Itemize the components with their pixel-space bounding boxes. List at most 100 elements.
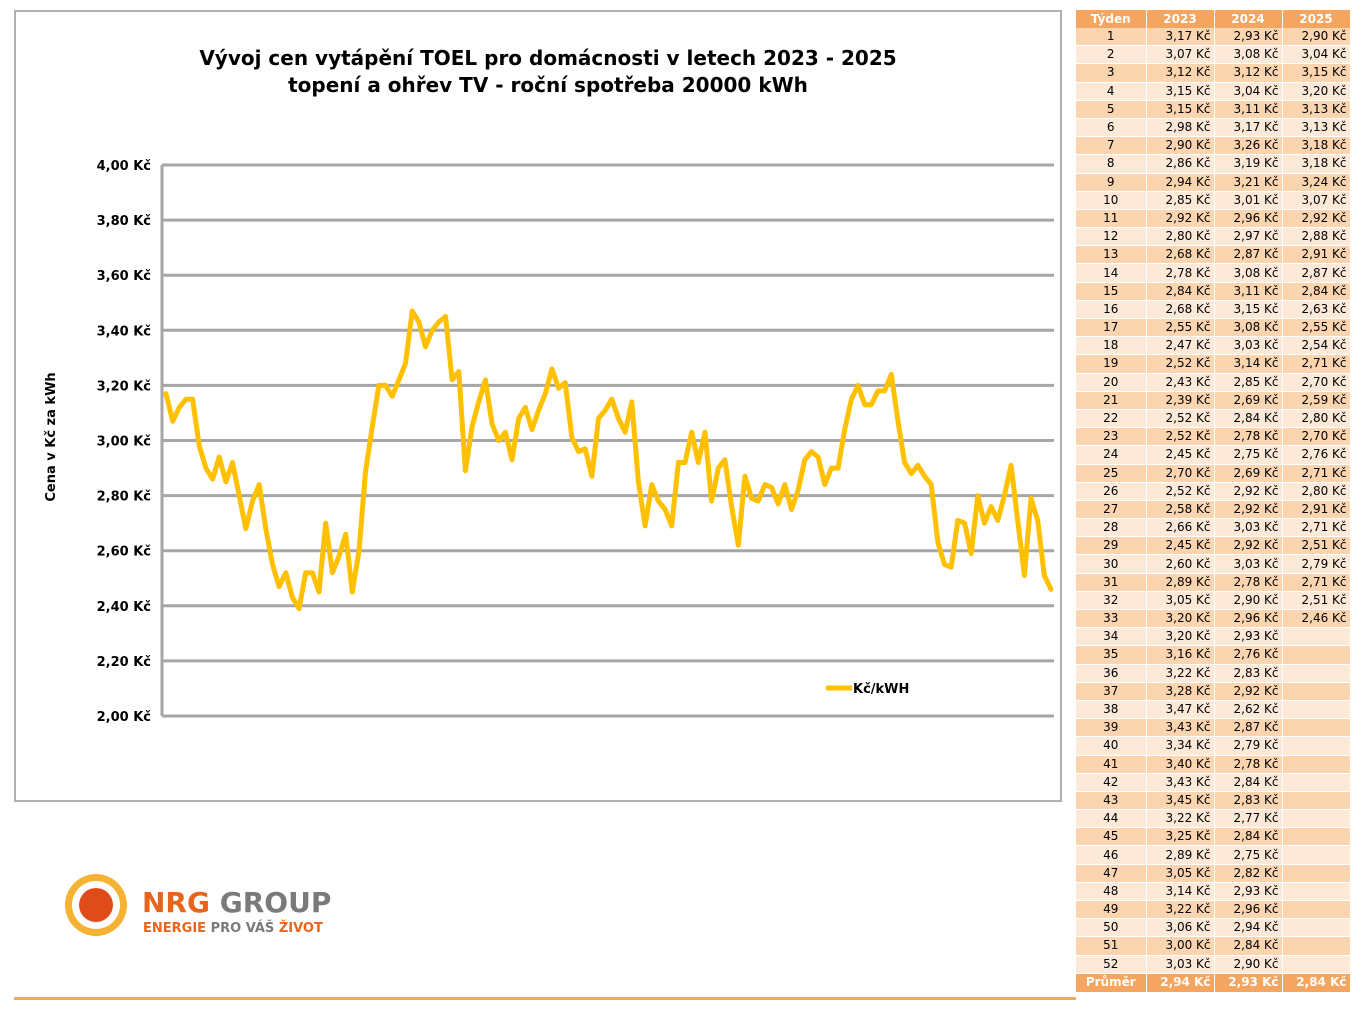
price-cell: 2,96 Kč [1214,900,1283,920]
price-cell: 3,21 Kč [1214,173,1283,192]
table-row: 29 2,45 Kč 2,92 Kč 2,51 Kč [1076,536,1351,556]
chart-title-line-1: Vývoj cen vytápění TOEL pro domácnosti v… [199,46,896,70]
price-cell: 2,54 Kč [1282,336,1351,356]
week-cell: 38 [1076,700,1147,720]
price-line-chart: Vývoj cen vytápění TOEL pro domácnosti v… [44,46,1054,725]
price-cell: 3,04 Kč [1214,82,1283,101]
price-cell: 3,15 Kč [1214,300,1283,320]
price-cell [1282,955,1351,974]
gridlines [160,163,1054,718]
price-cell [1282,864,1351,883]
price-cell: 2,71 Kč [1282,354,1351,374]
price-cell: 3,16 Kč [1146,645,1215,665]
price-cell [1282,700,1351,720]
week-cell: 5 [1076,100,1147,119]
table-row: 14 2,78 Kč 3,08 Kč 2,87 Kč [1076,263,1351,283]
price-cell: 2,71 Kč [1282,464,1351,483]
week-cell: 27 [1076,500,1147,520]
week-cell: 42 [1076,773,1147,792]
week-cell: 34 [1076,627,1147,647]
price-cell: 2,47 Kč [1146,336,1215,356]
price-cell: 2,83 Kč [1214,791,1283,811]
week-cell: 19 [1076,354,1147,374]
week-cell: 8 [1076,154,1147,174]
week-cell: 13 [1076,245,1147,265]
table-row: 21 2,39 Kč 2,69 Kč 2,59 Kč [1076,391,1351,410]
header-2024: 2024 [1214,10,1283,28]
table-header-row: Týden 2023 2024 2025 [1076,10,1351,28]
price-cell: 2,59 Kč [1282,391,1351,410]
table-row: 13 2,68 Kč 2,87 Kč 2,91 Kč [1076,245,1351,265]
price-cell: 2,91 Kč [1282,245,1351,265]
week-cell: 23 [1076,427,1147,447]
week-cell: 15 [1076,282,1147,301]
table-row: 9 2,94 Kč 3,21 Kč 3,24 Kč [1076,173,1351,192]
price-cell: 2,93 Kč [1214,882,1283,902]
price-cell: 3,14 Kč [1214,354,1283,374]
price-cell: 3,05 Kč [1146,591,1215,611]
week-cell: 4 [1076,82,1147,101]
price-cell: 2,90 Kč [1146,136,1215,156]
price-cell: 2,92 Kč [1214,500,1283,520]
price-cell [1282,882,1351,902]
week-cell: 21 [1076,391,1147,410]
y-tick-label: 3,60 Kč [97,269,151,284]
price-cell: 3,04 Kč [1282,45,1351,65]
table-row: 47 3,05 Kč 2,82 Kč [1076,864,1351,883]
price-cell: 2,60 Kč [1146,554,1215,574]
price-cell: 3,25 Kč [1146,827,1215,847]
price-cell: 2,66 Kč [1146,518,1215,538]
price-cell: 3,22 Kč [1146,664,1215,683]
table-row: 32 3,05 Kč 2,90 Kč 2,51 Kč [1076,591,1351,611]
price-cell: 2,82 Kč [1214,864,1283,883]
week-cell: 41 [1076,755,1147,774]
price-cell [1282,627,1351,647]
y-tick-label: 4,00 Kč [97,159,151,174]
price-cell: 2,89 Kč [1146,845,1215,865]
price-cell: 3,01 Kč [1214,191,1283,210]
price-cell: 2,96 Kč [1214,609,1283,629]
logo-core-icon [79,888,113,922]
price-cell: 3,43 Kč [1146,773,1215,792]
price-cell: 3,20 Kč [1146,609,1215,629]
table-row: 2 3,07 Kč 3,08 Kč 3,04 Kč [1076,45,1351,65]
y-tick-label: 3,20 Kč [97,379,151,394]
price-cell: 2,70 Kč [1146,464,1215,483]
price-cell [1282,773,1351,792]
price-cell: 3,28 Kč [1146,682,1215,701]
price-cell [1282,755,1351,774]
price-cell: 2,90 Kč [1282,28,1351,47]
table-row: 52 3,03 Kč 2,90 Kč [1076,955,1351,974]
y-tick-label: 2,40 Kč [97,600,151,615]
table-row: 37 3,28 Kč 2,92 Kč [1076,682,1351,701]
table-row: 7 2,90 Kč 3,26 Kč 3,18 Kč [1076,136,1351,156]
price-cell: 2,87 Kč [1214,245,1283,265]
week-cell: 29 [1076,536,1147,556]
week-cell: 32 [1076,591,1147,611]
table-row: 42 3,43 Kč 2,84 Kč [1076,773,1351,792]
header-2023: 2023 [1146,10,1215,28]
table-row: 17 2,55 Kč 3,08 Kč 2,55 Kč [1076,318,1351,338]
price-cell: 2,96 Kč [1214,209,1283,229]
week-cell: 40 [1076,736,1147,756]
price-cell: 2,84 Kč [1214,773,1283,792]
table-row: 51 3,00 Kč 2,84 Kč [1076,936,1351,956]
y-tick-label: 3,00 Kč [97,435,151,450]
price-cell: 2,90 Kč [1214,591,1283,611]
price-cell: 3,18 Kč [1282,154,1351,174]
table-row: 8 2,86 Kč 3,19 Kč 3,18 Kč [1076,154,1351,174]
week-cell: 43 [1076,791,1147,811]
table-row: 5 3,15 Kč 3,11 Kč 3,13 Kč [1076,100,1351,119]
price-cell: 2,52 Kč [1146,354,1215,374]
week-cell: 9 [1076,173,1147,192]
price-cell: 2,80 Kč [1146,227,1215,247]
price-cell: 2,97 Kč [1214,227,1283,247]
table-row: 3 3,12 Kč 3,12 Kč 3,15 Kč [1076,63,1351,83]
table-row: 45 3,25 Kč 2,84 Kč [1076,827,1351,847]
header-2025: 2025 [1282,10,1351,28]
price-cell: 2,62 Kč [1214,700,1283,720]
week-cell: 36 [1076,664,1147,683]
table-row: 43 3,45 Kč 2,83 Kč [1076,791,1351,811]
price-cell: 2,76 Kč [1214,645,1283,665]
price-cell: 2,98 Kč [1146,118,1215,138]
